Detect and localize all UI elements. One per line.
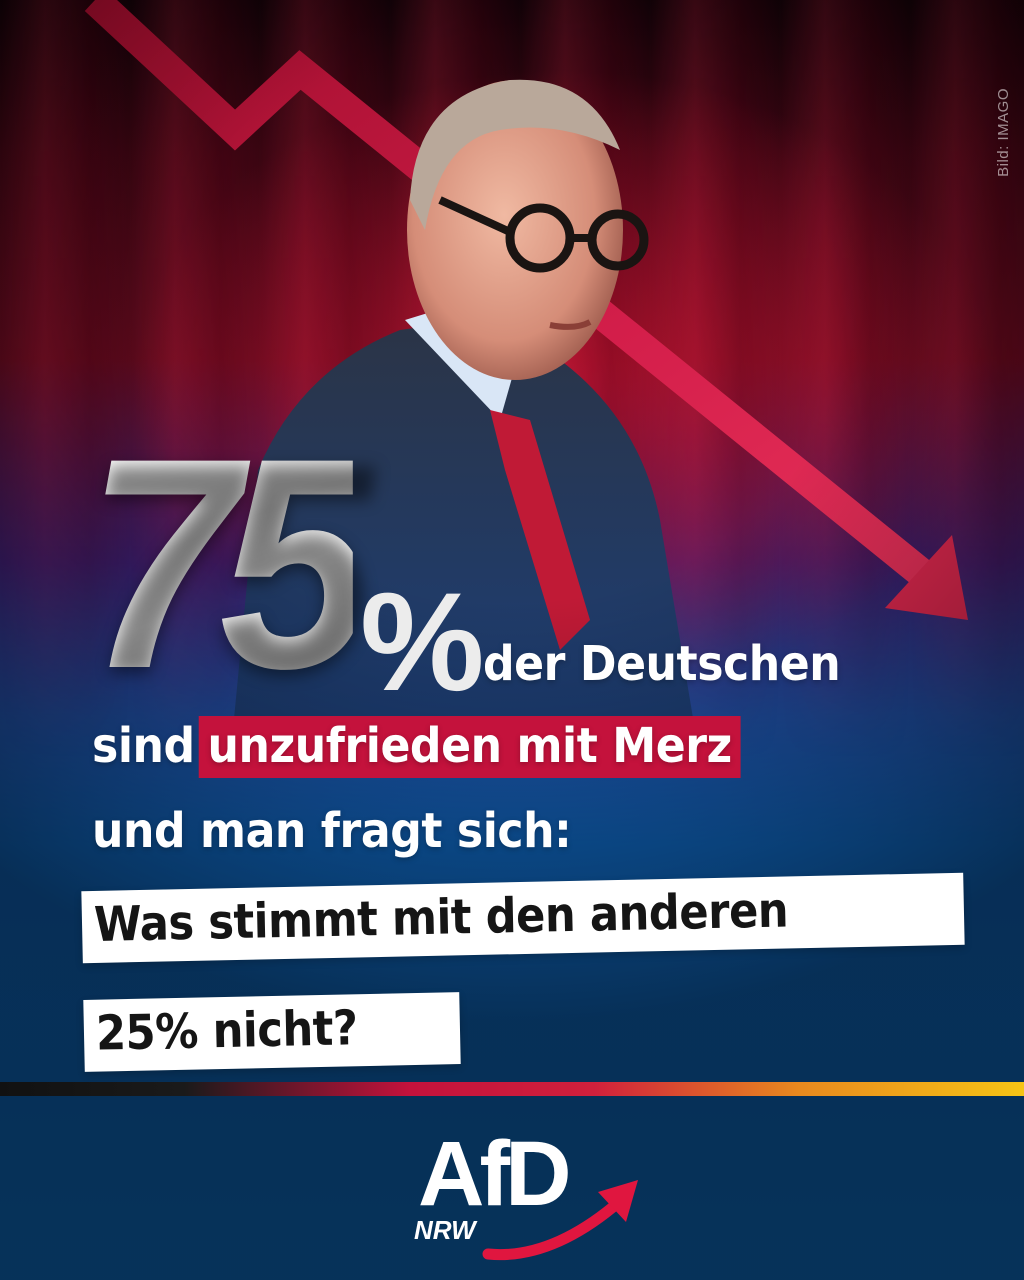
headline-line-3: und man fragt sich: [92,803,572,859]
headline-highlight: unzufrieden mit Merz [198,716,742,778]
question-box-2: 25% nicht? [83,992,461,1072]
headline-line-2-prefix: sind [92,718,195,774]
logo-wordmark: AfD [418,1123,571,1225]
logo-region: NRW [414,1215,476,1245]
afd-logo: AfD NRW [408,1128,648,1262]
afd-swoosh-arrow-icon [482,1180,638,1261]
headline-line-2: sind unzufrieden mit Merz [92,716,742,778]
big-percentage-number: 75 [86,395,373,731]
national-color-stripe [0,1082,1024,1096]
question-line-1: Was stimmt mit den anderen [93,882,789,953]
percent-sign-icon: % [360,582,484,702]
headline-line-1: der Deutschen [483,636,841,692]
photo-credit: Bild: IMAGO [995,88,1012,177]
percent-sign-text: % [360,582,484,702]
question-box-1: Was stimmt mit den anderen [81,872,965,964]
question-line-2: 25% nicht? [95,1000,359,1062]
